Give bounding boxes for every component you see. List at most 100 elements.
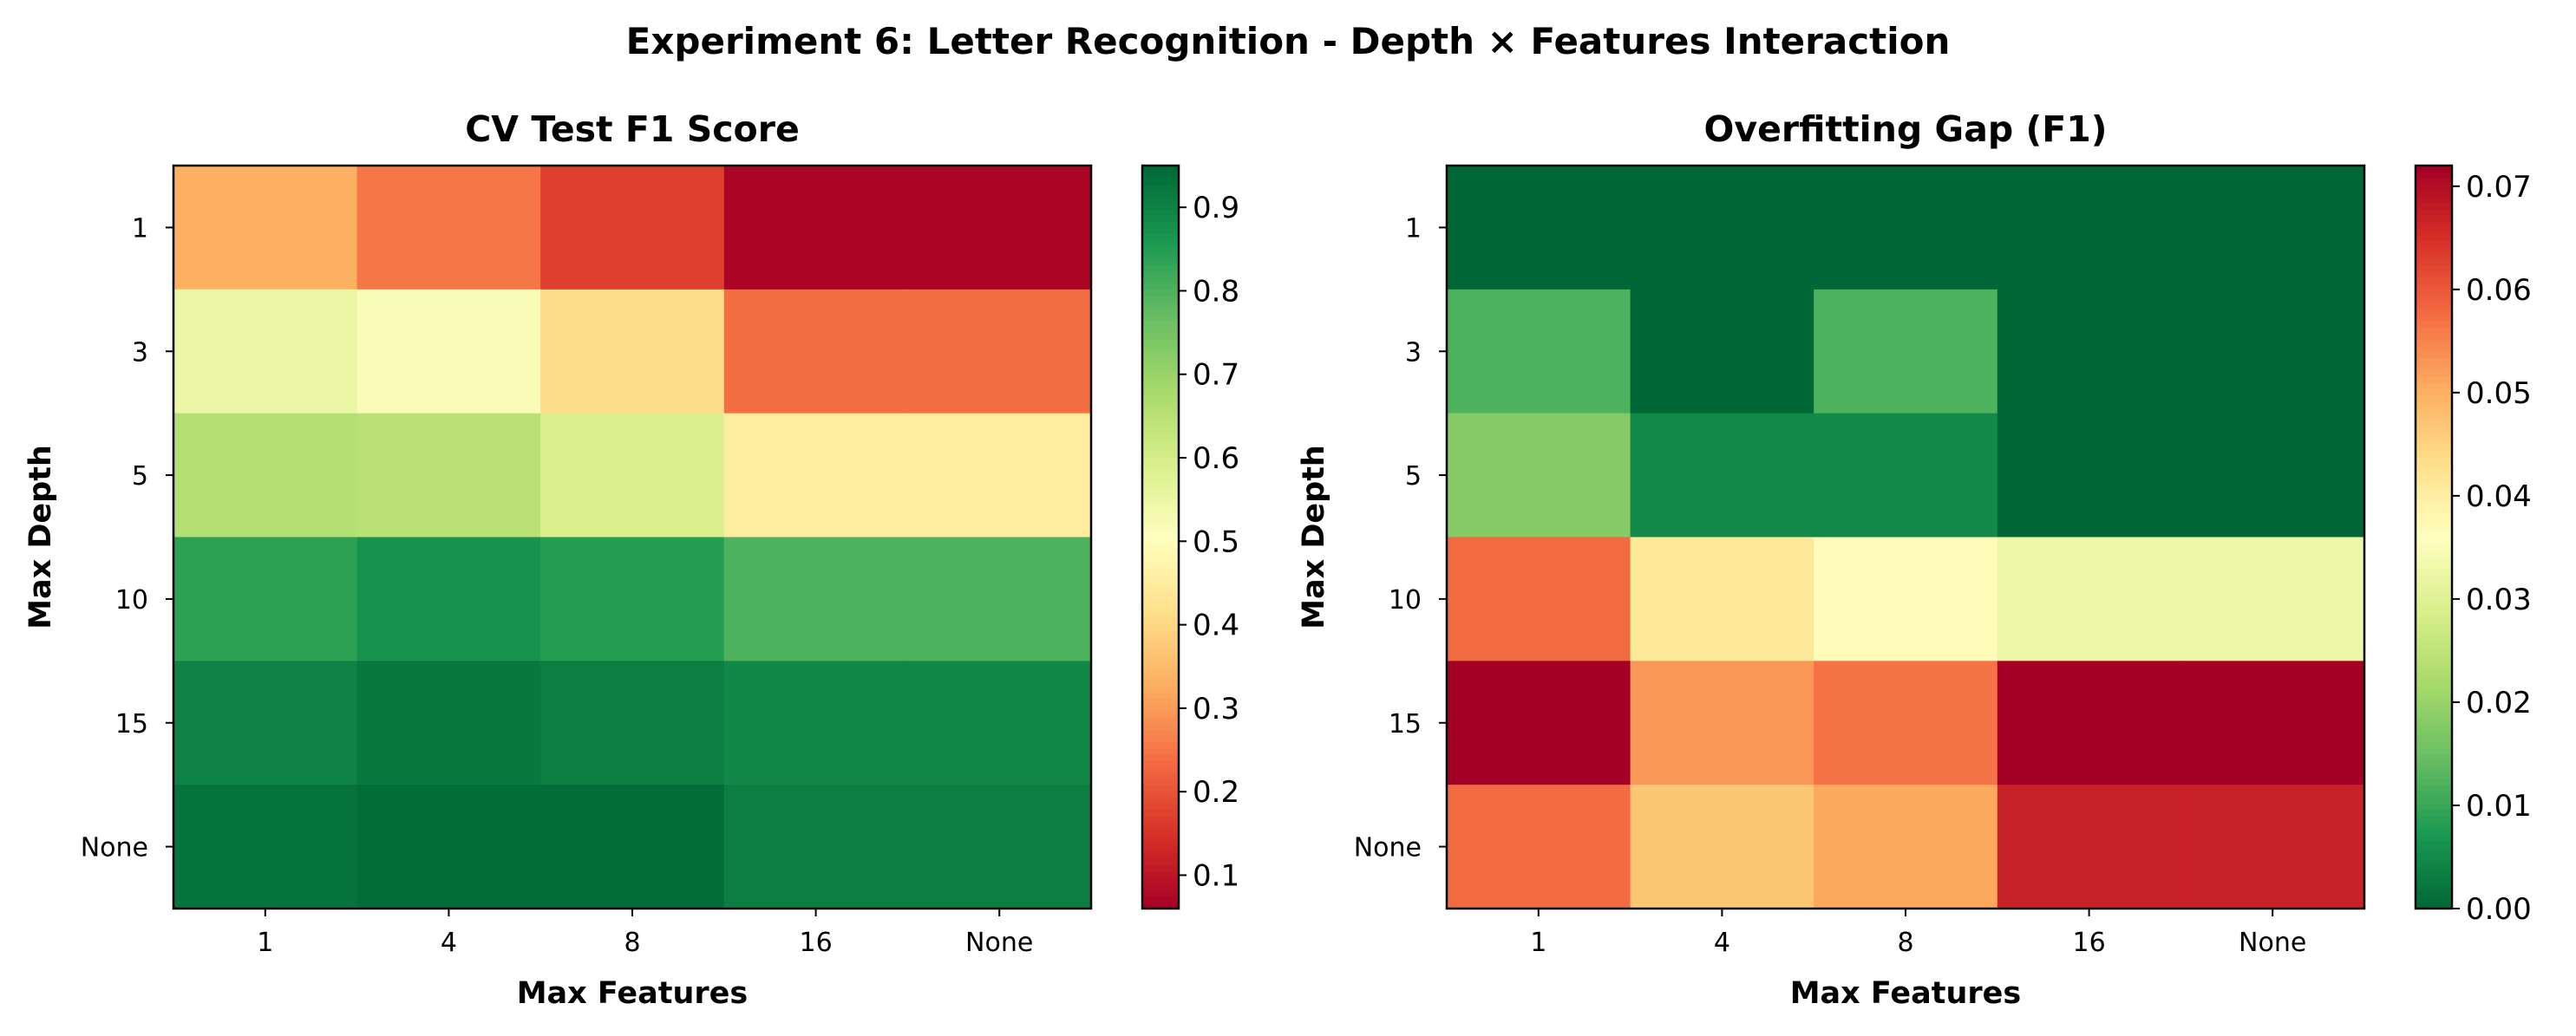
colorbar-segment (2416, 828, 2452, 836)
heatmap-cell (1447, 166, 1631, 290)
heatmap-cell (173, 537, 358, 661)
colorbar-segment (1142, 499, 1179, 507)
colorbar-segment (2416, 568, 2452, 576)
colorbar-segment (1142, 394, 1179, 402)
colorbar-segment (2416, 462, 2452, 470)
y-tick-label: 3 (132, 337, 148, 368)
colorbar-segment (2416, 264, 2452, 272)
heatmap-cell (723, 166, 908, 290)
heatmap-cell (907, 661, 1092, 785)
colorbar-segment (2416, 791, 2452, 798)
heatmap-panel-cv-test-f1: CV Test F1 Score 1 4 8 16 None 1 3 5 10 15 None Max … (23, 108, 1239, 1011)
y-tick-label: 15 (115, 709, 148, 740)
colorbar-segment (1142, 809, 1179, 817)
y-tick-label: 5 (1405, 461, 1422, 492)
colorbar-segment (2416, 710, 2452, 718)
colorbar-segment (2416, 202, 2452, 210)
colorbar-segment (1142, 889, 1179, 897)
colorbar-segment (1142, 239, 1179, 247)
colorbar-segment (2416, 475, 2452, 483)
heatmap-cell (723, 785, 908, 909)
heatmap-cell (356, 785, 541, 909)
colorbar-segment (2416, 239, 2452, 247)
colorbar-segment (1142, 363, 1179, 371)
heatmap-cell (1630, 661, 1814, 785)
y-tick-label: 5 (132, 461, 148, 492)
colorbar-segment (2416, 505, 2452, 513)
colorbar-segment (2416, 320, 2452, 328)
heatmap-cell (1447, 661, 1631, 785)
heatmap-panel-overfitting-gap: Overfitting Gap (F1) 1 4 8 16 None 1 3 5 10 15 None… (1297, 108, 2532, 1011)
colorbar-segment (2416, 852, 2452, 860)
colorbar-segment (2416, 779, 2452, 785)
colorbar-segment (2416, 753, 2452, 761)
colorbar-segment (2416, 289, 2452, 296)
colorbar-segment (2416, 493, 2452, 501)
colorbar-segment (1142, 381, 1179, 389)
colorbar-segment (1142, 475, 1179, 483)
colorbar-segment (2416, 481, 2452, 489)
colorbar-segment (2416, 661, 2452, 668)
colorbar-segment (2416, 487, 2452, 495)
colorbar-segment (1142, 685, 1179, 693)
heatmap-cell (907, 785, 1092, 909)
colorbar-segment (1142, 357, 1179, 365)
colorbar-segment (2416, 363, 2452, 371)
colorbar-segment (1142, 369, 1179, 377)
colorbar-segment (2416, 432, 2452, 440)
colorbar-segment (1142, 221, 1179, 229)
colorbar-segment (2416, 531, 2452, 538)
heatmap-cell (1630, 289, 1814, 414)
colorbar-segment (1142, 728, 1179, 736)
colorbar-segment (2416, 314, 2452, 322)
colorbar-segment (1142, 425, 1179, 433)
colorbar-segment (1142, 264, 1179, 272)
colorbar-segment (2416, 450, 2452, 458)
colorbar-segment (2416, 574, 2452, 582)
y-tick-label: 15 (1389, 709, 1422, 740)
colorbar-segment (1142, 493, 1179, 501)
colorbar-segment (2416, 815, 2452, 823)
colorbar-segment (1142, 803, 1179, 811)
colorbar-segment (1142, 580, 1179, 588)
colorbar-tick-label: 0.05 (2466, 376, 2532, 411)
colorbar-segment (1142, 208, 1179, 216)
colorbar-segment (1142, 629, 1179, 637)
colorbar-segment (1142, 196, 1179, 204)
colorbar-segment (1142, 345, 1179, 353)
colorbar-segment (1142, 302, 1179, 309)
y-tick-label: 10 (1389, 585, 1422, 616)
x-axis-label: Max Features (1790, 976, 2022, 1011)
colorbar-segment (1142, 692, 1179, 699)
y-tick-label: None (81, 833, 148, 863)
colorbar-segment (2416, 178, 2452, 186)
colorbar-segment (2416, 208, 2452, 216)
colorbar-segment (1142, 766, 1179, 773)
colorbar-segment (1142, 270, 1179, 278)
colorbar-tick-label: 0.8 (1193, 274, 1239, 309)
colorbar-segment (2416, 785, 2452, 792)
panel-title: Overfitting Gap (F1) (1703, 108, 2107, 150)
colorbar-segment (1142, 450, 1179, 458)
colorbar-tick-label: 0.5 (1193, 525, 1239, 559)
colorbar-frame (1141, 164, 1180, 910)
heatmap-cell (2180, 785, 2365, 909)
colorbar-segment (2416, 357, 2452, 365)
colorbar-segment (2416, 308, 2452, 316)
heatmap-cell (1997, 785, 2181, 909)
colorbar-segment (2416, 221, 2452, 229)
colorbar-segment (1142, 710, 1179, 718)
heatmap-cell (173, 166, 358, 290)
colorbar-segment (1142, 679, 1179, 687)
colorbar-segment (1142, 797, 1179, 805)
heatmap-cell (1630, 785, 1814, 909)
heatmap-cell (173, 289, 358, 414)
colorbar-tick-label: 0.4 (1193, 609, 1239, 643)
colorbar-segment (2416, 407, 2452, 414)
colorbar-segment (2416, 766, 2452, 773)
colorbar-segment (2416, 511, 2452, 519)
heatmap-cell (2180, 166, 2365, 290)
colorbar-segment (1142, 852, 1179, 860)
x-tick-label: None (965, 928, 1033, 958)
heatmap-cell (907, 289, 1092, 414)
